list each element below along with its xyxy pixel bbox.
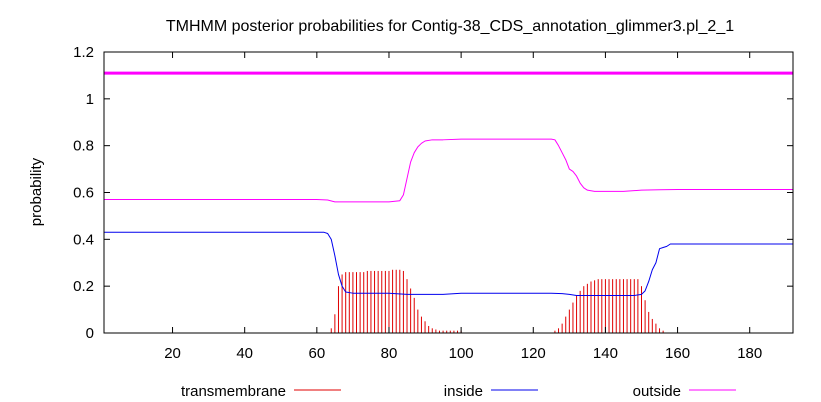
x-tick-label: 60	[308, 345, 325, 362]
plot-layer	[103, 71, 794, 333]
y-axis-label: probability	[28, 157, 45, 226]
x-tick-label: 40	[236, 345, 253, 362]
legend-label-outside: outside	[633, 383, 681, 400]
x-tick-label: 20	[164, 345, 181, 362]
inside-series-line	[103, 231, 794, 297]
y-tick-label: 0.2	[73, 278, 94, 295]
y-tick-label: 1.2	[73, 44, 94, 61]
y-tick-label: 0.6	[73, 185, 94, 202]
axis-layer: 20 40 60 80 100 120 140 160 180 0 0.2 0.4 0.6 0.8 1 1.2	[73, 44, 794, 362]
legend: transmembrane inside outside	[181, 383, 736, 400]
y-tick-label: 0.4	[73, 231, 94, 248]
y-tick-label: 0	[86, 325, 94, 342]
legend-label-transmembrane: transmembrane	[181, 383, 286, 400]
legend-label-inside: inside	[444, 383, 483, 400]
x-tick-label: 140	[593, 345, 618, 362]
x-tick-label: 160	[665, 345, 690, 362]
x-tick-label: 80	[381, 345, 398, 362]
x-tick-label: 180	[737, 345, 762, 362]
x-tick-label: 120	[521, 345, 546, 362]
plot-frame	[103, 51, 794, 334]
chart-title: TMHMM posterior probabilities for Contig…	[166, 18, 734, 35]
y-tick-label: 0.8	[73, 138, 94, 155]
x-tick-label: 100	[449, 345, 474, 362]
outside-series-line	[103, 138, 794, 203]
y-tick-label: 1	[86, 91, 94, 108]
